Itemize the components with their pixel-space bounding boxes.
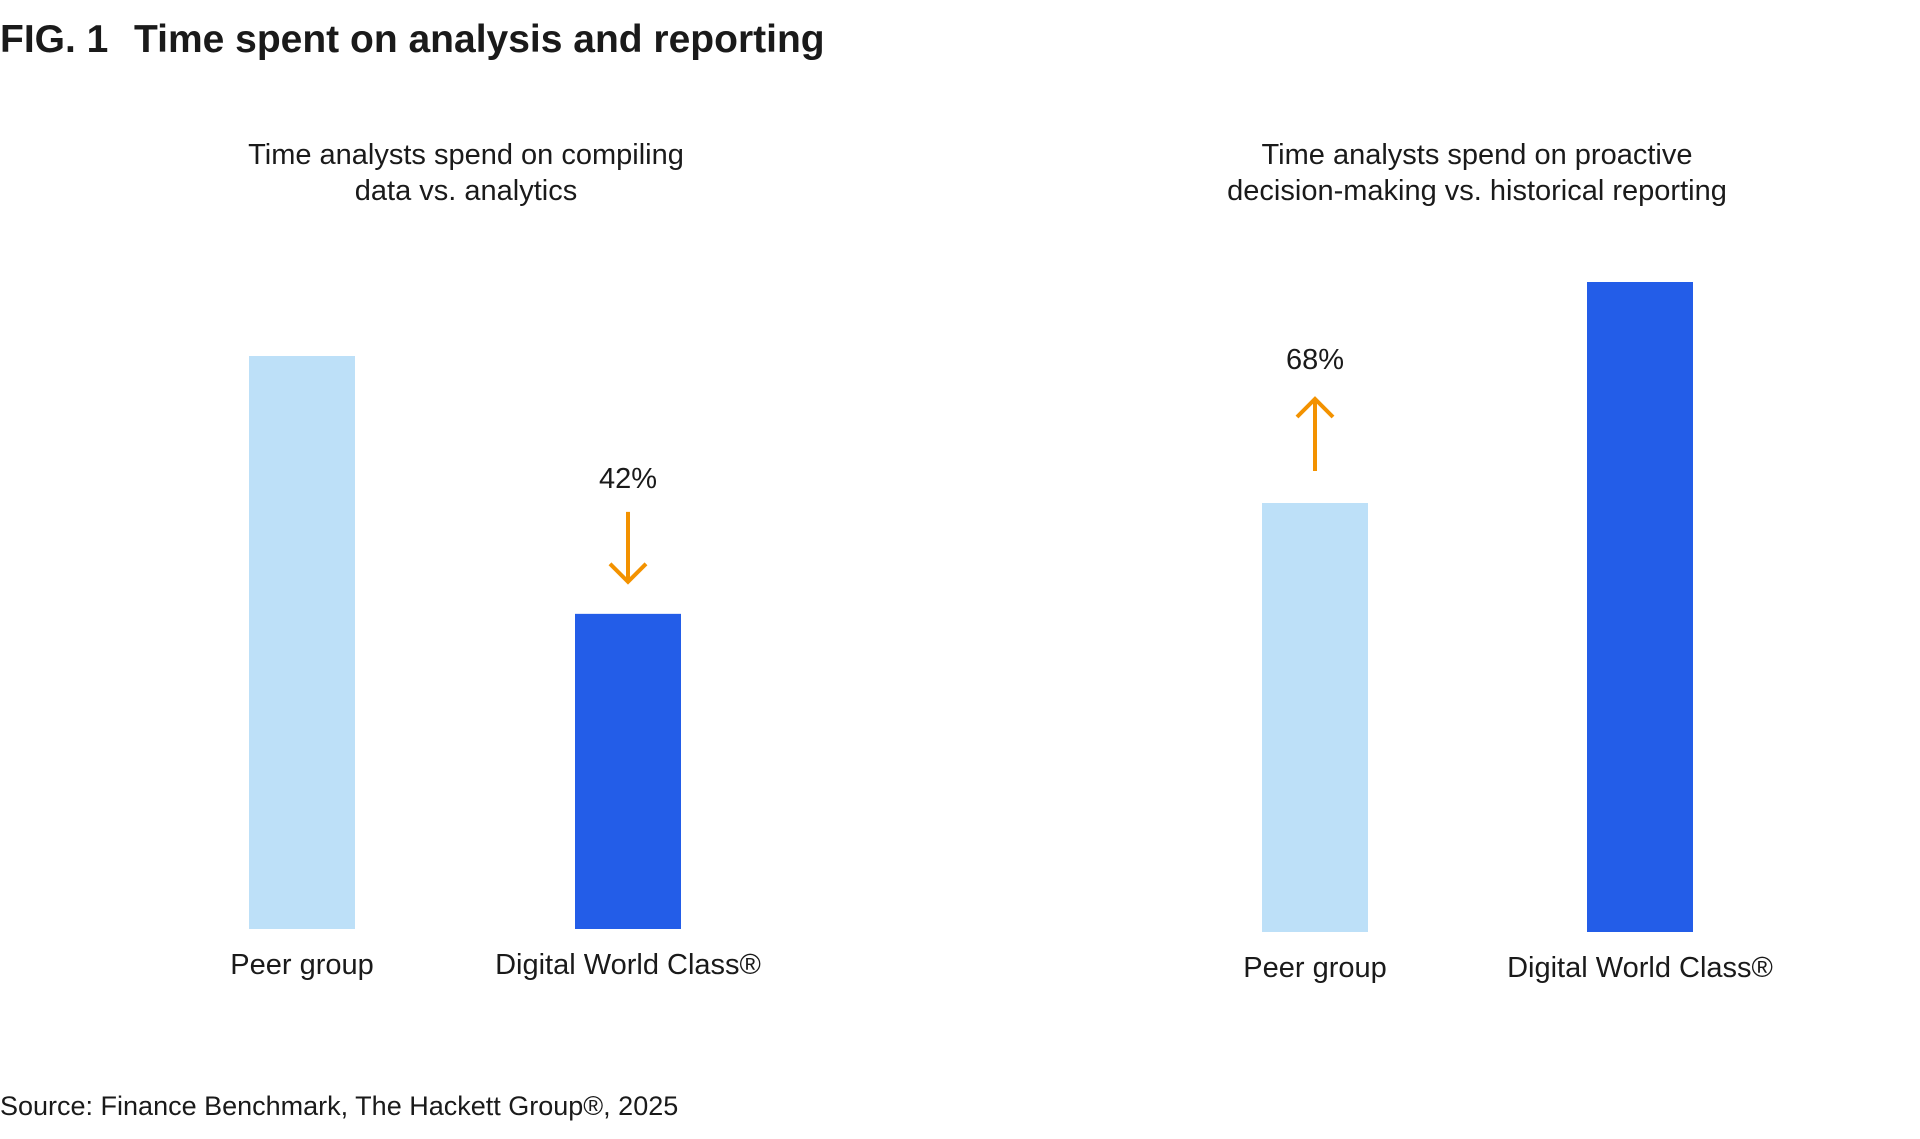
category-label: Peer group [230,949,374,981]
chart-panel: Time analysts spend on proactive decision… [1227,139,1773,984]
arrow-down-icon [608,511,648,585]
figure-label: FIG. 1 [0,18,108,61]
bar-digital-world-class [575,613,681,929]
bar-peer-group [1262,503,1368,932]
chart-subtitle: decision-making vs. historical reporting [1227,175,1727,207]
category-label: Digital World Class® [495,949,761,981]
annotation-label: 68% [1286,344,1344,376]
figure-title: Time spent on analysis and reporting [134,18,825,61]
bar-peer-group [249,356,355,929]
chart-panel: Time analysts spend on compiling data vs.… [230,139,761,981]
source-note: Source: Finance Benchmark, The Hackett G… [0,1091,678,1121]
arrow-up-icon [1295,396,1335,471]
chart-subtitle: Time analysts spend on proactive [1262,139,1693,171]
annotation-label: 42% [599,463,657,495]
chart-subtitle: data vs. analytics [355,175,577,207]
category-label: Peer group [1243,952,1387,984]
bar-digital-world-class [1587,282,1693,932]
category-label: Digital World Class® [1507,952,1773,984]
chart-subtitle: Time analysts spend on compiling [248,139,684,171]
